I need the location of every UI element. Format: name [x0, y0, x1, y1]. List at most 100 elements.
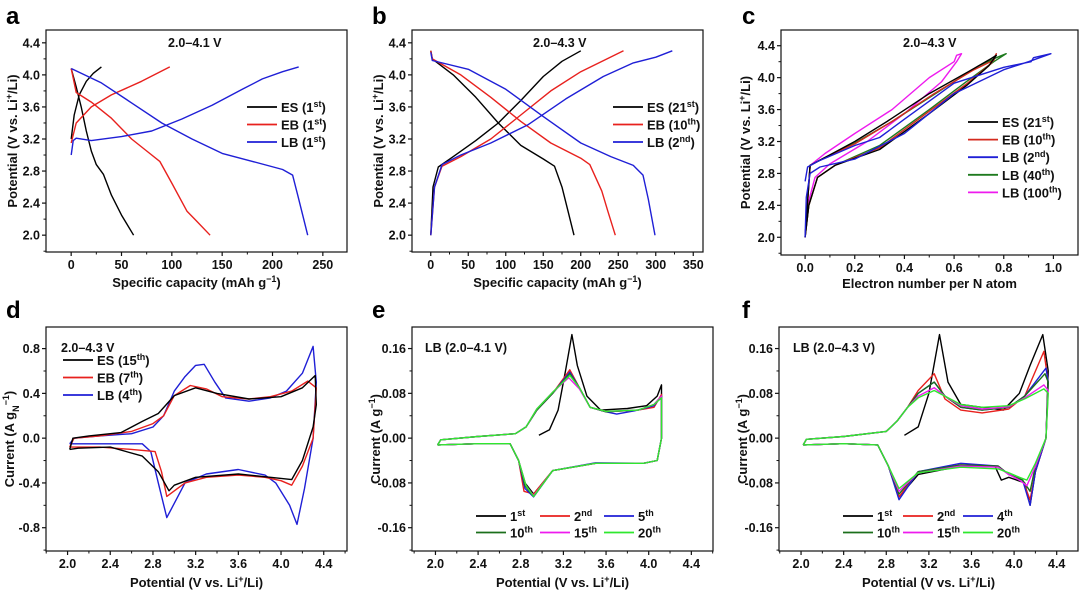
legend-label-text: ): [696, 118, 700, 133]
legend-label-superscript: th: [524, 525, 533, 535]
voltage-range-annotation: 2.0–4.3 V: [903, 36, 957, 50]
x-tick-label: 2.4: [102, 557, 119, 571]
legend-item: EB (1st): [247, 117, 327, 133]
legend-label-superscript: st: [1042, 114, 1050, 124]
series-line-lb-4th: [69, 345, 317, 526]
x-tick-label: 4.0: [272, 557, 289, 571]
legend-label: LB (100th): [1002, 184, 1062, 200]
y-tick-label: 0.16: [382, 342, 406, 356]
legend-label-text: LB (2: [647, 135, 680, 150]
legend: ES (21st)EB (10th)LB (2nd): [613, 99, 700, 150]
y-tick-label: 3.2: [23, 132, 40, 146]
y-tick-label: 2.4: [23, 197, 40, 211]
legend-label-text: 1: [510, 509, 517, 524]
legend-item: EB (10th): [613, 117, 700, 133]
x-tick-label: 1.0: [1045, 261, 1062, 275]
y-axis-label: Potential (V vs. Li+/Li): [737, 76, 753, 209]
label-text: Potential (V vs. Li: [371, 99, 386, 207]
legend-label-text: ES (21: [647, 100, 687, 115]
y-tick-label: 3.6: [23, 100, 40, 114]
legend-item: 10th: [476, 525, 533, 541]
x-tick-label: 4.4: [1048, 557, 1065, 571]
series-line-lb-100th: [804, 53, 963, 238]
y-axis-label: Current (A g−1): [734, 394, 750, 484]
legend-label: 2nd: [937, 508, 955, 524]
x-tick-label: 2.8: [512, 557, 529, 571]
label-text: ): [368, 394, 383, 398]
series-group: [430, 50, 673, 236]
legend-label-superscript: st: [314, 99, 322, 109]
legend-label-superscript: st: [687, 99, 695, 109]
y-axis-label: Current (A gN−1): [1, 391, 21, 487]
x-tick-label: 200: [570, 258, 591, 272]
series-line-20th: [802, 388, 1049, 490]
y-tick-label: 2.0: [23, 229, 40, 243]
y-tick-label: 3.6: [758, 103, 775, 117]
label-text: Specific capacity (mAh g: [473, 275, 627, 290]
label-text: Current (A g: [368, 409, 383, 484]
legend-label-superscript: nd: [1035, 149, 1046, 159]
legend-label-superscript: nd: [581, 508, 592, 518]
y-tick-label: 0.0: [23, 432, 40, 446]
legend-item: ES (15th): [63, 352, 150, 368]
series-line-eb-discharge: [70, 68, 211, 236]
legend-item: 2nd: [540, 508, 592, 524]
legend-label: ES (21st): [647, 99, 699, 115]
x-tick-label: 0: [427, 258, 434, 272]
legend-label: ES (21st): [1002, 114, 1054, 130]
superscript: −1: [734, 398, 744, 408]
series-line-lb-2nd: [804, 53, 1052, 238]
series-line-5th: [437, 371, 663, 498]
superscript: +: [970, 574, 975, 584]
y-tick-label: -0.8: [18, 521, 40, 535]
legend-label-superscript: th: [951, 525, 960, 535]
x-tick-label: 4.0: [640, 557, 657, 571]
plot-frame: [411, 29, 704, 253]
legend-label-superscript: th: [1011, 525, 1020, 535]
label-text: /Li): [610, 575, 630, 590]
series-line-lb-discharge: [70, 67, 309, 236]
series-line-eb-discharge: [430, 50, 616, 236]
y-tick-label: -0.16: [378, 521, 407, 535]
legend-label-superscript: th: [645, 508, 654, 518]
panel-letter: e: [372, 297, 385, 324]
series-line-eb-charge: [430, 50, 624, 236]
x-tick-label: 4.4: [315, 557, 332, 571]
legend-label-text: 20: [997, 526, 1011, 541]
label-text: Current (A g: [735, 409, 750, 484]
x-tick-label: 100: [161, 258, 182, 272]
legend-label-text: 10: [877, 526, 891, 541]
series-line-lb-40th: [804, 53, 1007, 238]
legend-label-text: 5: [638, 509, 645, 524]
legend-label-superscript: th: [652, 525, 661, 535]
legend-label-text: 1: [877, 509, 884, 524]
legend-label: 10th: [510, 525, 533, 541]
plot-frame: [45, 326, 348, 552]
legend-item: 15th: [903, 525, 960, 541]
legend-label-superscript: st: [517, 508, 525, 518]
x-tick-label: 0.4: [896, 261, 913, 275]
label-text: ): [735, 394, 750, 398]
legend-item: ES (1st): [247, 99, 326, 115]
legend-label-text: 2: [574, 509, 581, 524]
legend-label-text: EB (1: [281, 118, 314, 133]
legend-label-text: LB (4: [97, 388, 130, 403]
series-line-es-15th: [69, 374, 317, 492]
label-text: /Li): [371, 74, 386, 94]
legend-label-text: ES (1: [281, 100, 314, 115]
panel-f: 2.0 2.4 2.8 3.2 3.6 4.0 4.4 -0.16 -0.08 0.00 0.08 0…: [734, 297, 1079, 590]
legend-item: LB (40th): [968, 167, 1055, 183]
legend-label: LB (1st): [281, 134, 326, 150]
panel-d: 2.0 2.4 2.8 3.2 3.6 4.0 4.4 -0.8 -0.4 0.0 0.4 0.8 Po…: [1, 297, 348, 590]
label-text: ): [2, 391, 17, 395]
y-tick-label: 2.0: [389, 229, 406, 243]
legend-label-text: EB (10: [647, 118, 687, 133]
legend-label-superscript: th: [1042, 132, 1051, 142]
y-tick-label: -0.16: [745, 521, 774, 535]
legend-label-superscript: th: [1004, 508, 1013, 518]
x-axis-label: Potential (V vs. Li+/Li): [130, 574, 263, 590]
legend-item: 5th: [604, 508, 654, 524]
